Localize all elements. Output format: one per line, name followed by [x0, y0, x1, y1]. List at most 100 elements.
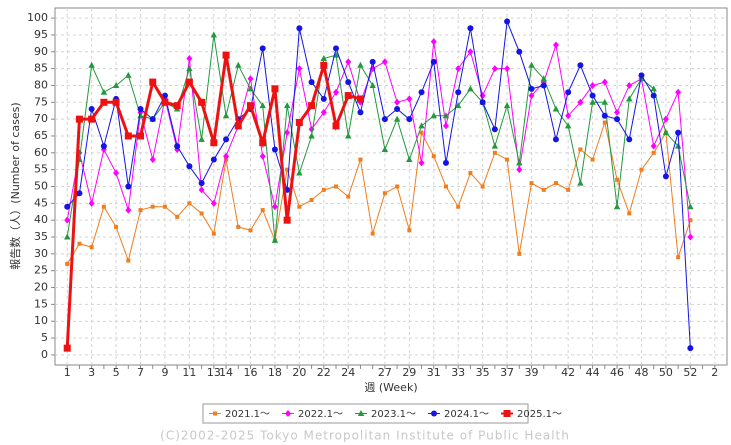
data-point	[101, 204, 106, 209]
data-point	[369, 58, 376, 65]
data-point	[687, 345, 694, 352]
data-point	[284, 129, 291, 137]
data-point	[186, 55, 193, 63]
y-tick-label: 95	[34, 28, 48, 41]
x-tick-label: 9	[161, 366, 168, 379]
data-point	[211, 231, 216, 236]
data-point	[320, 55, 327, 62]
y-tick-label: 20	[34, 281, 48, 294]
data-point	[406, 156, 413, 163]
data-point	[308, 132, 315, 139]
data-point	[346, 194, 351, 199]
y-tick-label: 30	[34, 247, 48, 260]
data-point	[381, 116, 388, 123]
legend-marker	[285, 410, 291, 417]
x-tick-label: 2	[711, 366, 718, 379]
data-point	[320, 61, 328, 69]
data-point	[235, 61, 242, 68]
data-point	[89, 245, 94, 250]
data-point	[627, 211, 632, 216]
x-tick-label: 18	[268, 366, 282, 379]
data-point	[601, 112, 608, 119]
data-point	[613, 203, 621, 210]
data-point	[124, 132, 132, 140]
data-point	[577, 62, 584, 69]
data-point	[552, 105, 560, 112]
data-point	[566, 187, 571, 192]
data-point	[149, 116, 156, 123]
x-tick-label: 48	[634, 366, 648, 379]
data-point	[443, 184, 448, 189]
data-point	[674, 142, 682, 149]
data-point	[467, 48, 474, 56]
data-point	[615, 177, 620, 182]
data-point	[222, 51, 230, 59]
data-point	[491, 142, 499, 149]
data-point	[295, 119, 303, 127]
data-point	[344, 92, 352, 100]
data-point	[382, 191, 387, 196]
data-point	[150, 204, 155, 209]
data-point	[210, 199, 217, 207]
data-point	[88, 61, 95, 68]
data-point	[528, 92, 535, 100]
data-point	[100, 143, 107, 150]
data-point	[406, 95, 413, 103]
data-point	[614, 108, 621, 116]
y-tick-label: 70	[34, 112, 48, 125]
data-point	[357, 61, 364, 68]
data-point	[125, 71, 132, 78]
data-point	[333, 88, 340, 96]
data-point	[75, 115, 83, 123]
data-point	[577, 179, 584, 186]
data-point	[247, 85, 254, 92]
data-point	[271, 236, 279, 243]
data-point	[320, 95, 327, 102]
legend-marker	[431, 410, 437, 417]
data-point	[100, 88, 108, 95]
data-point	[137, 132, 145, 140]
data-point	[185, 78, 193, 86]
data-point	[199, 211, 204, 216]
y-tick-label: 0	[41, 348, 48, 361]
data-point	[114, 224, 119, 229]
data-point	[455, 102, 462, 109]
data-point	[112, 81, 120, 88]
data-point	[112, 98, 120, 106]
data-point	[687, 233, 694, 241]
data-point	[210, 139, 218, 147]
data-point	[64, 203, 71, 210]
data-point	[381, 58, 388, 66]
data-point	[589, 81, 596, 89]
data-point	[492, 150, 497, 155]
y-tick-label: 40	[34, 213, 48, 226]
x-tick-label: 16	[243, 366, 257, 379]
data-point	[137, 106, 144, 113]
data-point	[296, 65, 303, 73]
data-point	[430, 38, 437, 46]
data-point	[467, 85, 474, 92]
data-point	[442, 112, 450, 119]
x-tick-label: 27	[378, 366, 392, 379]
y-tick-label: 65	[34, 129, 48, 142]
data-point	[552, 41, 559, 49]
data-point	[259, 102, 266, 109]
legend-label: 2022.1～	[298, 409, 343, 420]
data-point	[650, 92, 657, 99]
data-point	[614, 116, 621, 123]
data-point	[491, 65, 498, 73]
data-point	[332, 122, 340, 130]
data-point	[186, 65, 193, 72]
data-point	[638, 72, 645, 79]
data-point	[320, 108, 327, 116]
data-point	[175, 214, 180, 219]
data-point	[687, 203, 694, 210]
data-point	[517, 251, 522, 256]
data-point	[688, 218, 693, 223]
data-point	[76, 190, 83, 197]
data-point	[564, 122, 572, 129]
data-point	[431, 154, 436, 159]
data-point	[516, 159, 523, 166]
data-point	[505, 157, 510, 162]
data-point	[442, 159, 449, 166]
